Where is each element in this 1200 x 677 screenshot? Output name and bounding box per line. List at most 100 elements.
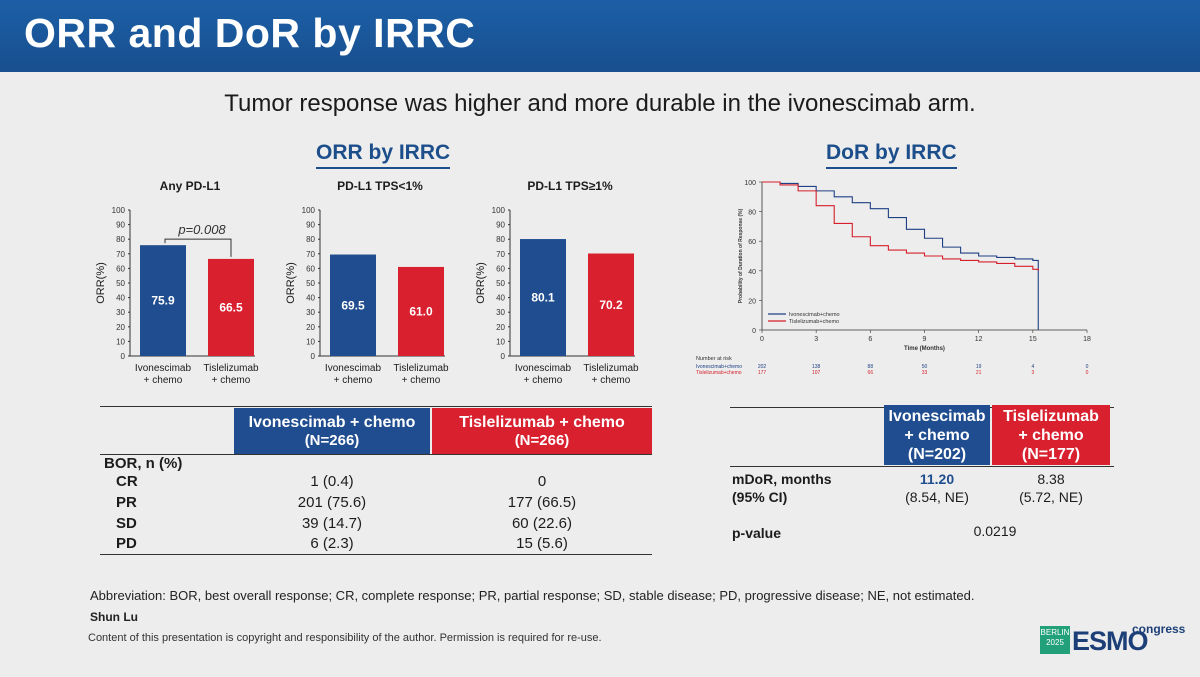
km-legend-label: Ivonescimab+chemo [789,312,840,318]
y-axis-label: ORR(%) [95,262,107,304]
km-risk-value: 19 [976,364,982,370]
bar-ivonescimab [520,239,566,356]
km-risk-value: 0 [1086,364,1089,370]
logo-box-line1: BERLIN [1040,628,1070,637]
km-curve-ivonescimab [762,181,1039,330]
y-tick-label: 50 [306,279,315,288]
y-tick-label: 40 [496,294,505,303]
km-risk-value: 3 [1031,370,1034,376]
y-tick-label: 90 [306,221,315,230]
bor-table: Ivonescimab + chemo (N=266) Tislelizumab… [100,406,652,556]
dor-p-label: p-value [732,525,782,541]
y-tick-label: 10 [306,337,315,346]
esmo-congress-logo: BERLIN 2025 ESMO congress [1040,622,1185,658]
bor-cell-tis: 15 (5.6) [516,535,568,552]
km-y-axis-label: Probability of Duration of Response (%) [738,208,744,303]
bar-value-label: 75.9 [151,294,175,308]
x-category-label: + chemo [212,375,251,386]
y-tick-label: 100 [492,206,506,215]
y-tick-label: 60 [496,264,505,273]
km-legend-label: Tislelizumab+chemo [789,319,839,325]
table-top-rule [100,406,652,407]
x-category-label: + chemo [524,375,563,386]
bar-value-label: 66.5 [219,300,243,314]
y-tick-label: 40 [306,294,315,303]
orr-section-heading: ORR by IRRC [316,141,451,169]
x-category-label: Ivonescimab [325,363,382,374]
author-name: Shun Lu [90,610,138,624]
km-y-tick-label: 40 [748,269,756,276]
dor-header-tis-line2: + chemo [1018,426,1084,444]
dor-table: Ivonescimab + chemo (N=202) Tislelizumab… [730,405,1114,545]
bor-header-ivo-line1: Ivonescimab + chemo [248,413,416,431]
bor-row-label: PD [116,535,137,552]
km-risk-value: 21 [976,370,982,376]
y-tick-label: 40 [116,294,125,303]
y-tick-label: 50 [116,279,125,288]
y-axis-label: ORR(%) [285,262,297,304]
y-tick-label: 20 [306,323,315,332]
km-risk-value: 0 [1086,370,1089,376]
y-axis-label: ORR(%) [475,262,487,304]
bor-header-tis-line1: Tislelizumab + chemo [459,413,625,431]
logo-brand: ESMO [1072,626,1149,656]
y-tick-label: 70 [496,250,505,259]
dor-tis-mdor: 8.38 [1037,471,1065,487]
bar-value-label: 69.5 [341,298,365,312]
y-tick-label: 100 [112,206,126,215]
title-bar: ORR and DoR by IRRC [0,0,1200,72]
y-tick-label: 70 [306,250,315,259]
orr-chart-panel: Any PD-L1 ORR(%) 0 10 20 30 40 50 60 70 80 90 100 75.… [95,179,259,386]
km-risk-value: 88 [868,364,874,370]
bor-cell-tis: 0 [537,473,547,490]
dor-header-ivo-line1: Ivonescimab [888,407,986,425]
km-y-tick-label: 20 [748,298,756,305]
logo-tag: congress [1132,622,1186,636]
y-tick-label: 10 [116,337,125,346]
dor-mdor-label: mDoR, months [732,471,832,487]
bor-row-label: CR [116,473,138,490]
km-x-axis-label: Time (Months) [904,346,945,352]
y-tick-label: 0 [311,352,316,361]
y-tick-label: 30 [496,308,505,317]
bor-cell-tis: 60 (22.6) [511,515,573,532]
p-value-annotation: p=0.008 [177,222,226,237]
bor-cell-ivo: 1 (0.4) [310,473,354,490]
slide-subtitle: Tumor response was higher and more durab… [224,90,976,117]
orr-bar-charts: Any PD-L1ORR(%)010203040506070809010075.… [95,179,639,386]
dor-header-ivo-line2: + chemo [904,426,970,444]
bar-ivonescimab [140,245,186,356]
y-tick-label: 90 [496,221,505,230]
km-risk-value: 138 [812,364,821,370]
bor-header-ivonescimab: Ivonescimab + chemo (N=266) [234,408,430,454]
bor-header-tis-line2: (N=266) [514,431,570,449]
y-tick-label: 0 [501,352,506,361]
bor-header-tislelizumab: Tislelizumab + chemo (N=266) [432,408,652,454]
bar-tislelizumab [398,266,444,356]
bar-tislelizumab [208,258,254,356]
bar-tislelizumab [588,253,634,356]
km-risk-value: 66 [868,370,874,376]
x-category-label: Tislelizumab [583,363,639,374]
logo-berlin-box: BERLIN 2025 [1040,626,1070,654]
y-tick-label: 30 [116,308,125,317]
dor-header-tis-line1: Tislelizumab [1003,407,1099,425]
slide-title: ORR and DoR by IRRC [24,10,476,56]
x-category-label: + chemo [402,375,441,386]
y-tick-label: 70 [116,250,125,259]
km-risk-value: 50 [922,364,928,370]
x-category-label: Tislelizumab [393,363,449,374]
y-tick-label: 80 [496,235,505,244]
dor-section-heading: DoR by IRRC [826,141,957,169]
logo-box-line2: 2025 [1046,638,1064,647]
y-tick-label: 0 [121,352,126,361]
bor-section-label: BOR, n (%) [104,455,183,472]
dor-ivo-ci: (8.54, NE) [905,489,969,505]
km-x-tick-label: 6 [868,336,872,343]
dor-ci-label: (95% CI) [732,489,788,505]
y-tick-label: 100 [302,206,316,215]
dor-header-ivonescimab: Ivonescimab + chemo (N=202) [884,405,990,465]
dor-section-heading-text: DoR by IRRC [826,141,957,164]
bor-cell-ivo: 6 (2.3) [310,535,354,552]
y-tick-label: 80 [306,235,315,244]
